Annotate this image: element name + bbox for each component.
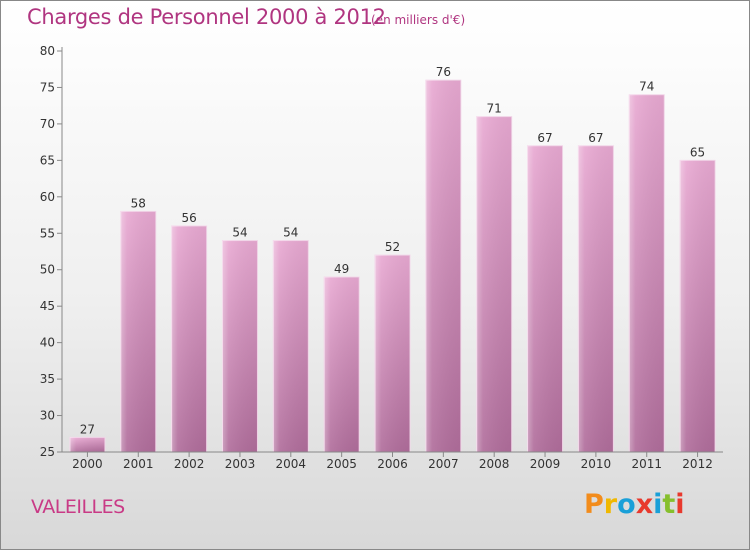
y-tick-label: 70 [40, 117, 55, 131]
value-label: 49 [334, 262, 349, 276]
value-label: 65 [690, 145, 705, 159]
y-tick-label: 60 [40, 190, 55, 204]
x-tick-label: 2009 [530, 457, 561, 471]
y-tick-label: 65 [40, 153, 55, 167]
chart-subtitle: (en milliers d'€) [371, 13, 466, 27]
value-label: 67 [537, 131, 552, 145]
bar-shine [171, 225, 207, 452]
y-tick-label: 80 [40, 44, 55, 58]
logo-letter: r [603, 489, 618, 520]
bar-shine [324, 277, 360, 452]
x-tick-label: 2004 [276, 457, 307, 471]
x-axis: 2000 2001 2002 2003 2004 2005 2006 2007 2008 2009… [62, 451, 723, 471]
logo-letter: P [584, 489, 604, 520]
y-tick-label: 55 [40, 226, 55, 240]
y-tick-label: 45 [40, 299, 55, 313]
bar-shine [578, 145, 614, 453]
y-axis: 25 30 35 40 45 50 55 60 65 70 75 80 [40, 44, 63, 459]
bar-shine [680, 160, 716, 452]
value-label: 52 [385, 240, 400, 254]
x-tick-label: 2005 [326, 457, 357, 471]
y-tick-label: 75 [40, 80, 55, 94]
x-tick-label: 2007 [428, 457, 459, 471]
bar-shine [629, 94, 665, 452]
logo-letter: o [617, 489, 636, 520]
bar-shine [69, 437, 105, 452]
value-label: 54 [232, 226, 247, 240]
value-label: 27 [80, 422, 95, 436]
bars-group: 27 58 56 54 54 49 52 76 71 67 67 74 65 [69, 65, 716, 453]
value-label: 56 [181, 211, 196, 225]
value-label: 76 [436, 65, 451, 79]
logo-letter: i [653, 489, 663, 520]
bar-shine [425, 80, 461, 452]
x-tick-label: 2006 [377, 457, 408, 471]
x-tick-label: 2000 [72, 457, 103, 471]
bar-shine [273, 240, 309, 452]
y-tick-label: 40 [40, 336, 55, 350]
x-tick-label: 2003 [225, 457, 256, 471]
value-label: 71 [487, 102, 502, 116]
logo-letter: t [662, 489, 676, 520]
bar-shine [222, 240, 258, 452]
y-tick-label: 25 [40, 445, 55, 459]
y-tick-label: 30 [40, 409, 55, 423]
value-label: 67 [588, 131, 603, 145]
logo-letter: i [675, 489, 685, 520]
y-tick-label: 50 [40, 263, 55, 277]
x-tick-label: 2010 [581, 457, 612, 471]
value-label: 74 [639, 80, 654, 94]
place-name: VALEILLES [31, 496, 125, 518]
value-label: 58 [131, 196, 146, 210]
bar-shine [120, 211, 156, 452]
bar-shine [527, 145, 563, 453]
bar-shine [375, 255, 410, 452]
y-tick-label: 35 [40, 372, 55, 386]
x-tick-label: 2011 [631, 457, 662, 471]
x-tick-label: 2002 [174, 457, 205, 471]
bar-shine [476, 116, 512, 453]
value-label: 54 [283, 226, 298, 240]
x-tick-label: 2001 [123, 457, 154, 471]
chart-title: Charges de Personnel 2000 à 2012 [27, 5, 386, 29]
x-tick-label: 2008 [479, 457, 510, 471]
proxiti-logo: Proxiti [584, 489, 685, 520]
logo-letter: x [635, 489, 654, 520]
x-tick-label: 2012 [682, 457, 713, 471]
